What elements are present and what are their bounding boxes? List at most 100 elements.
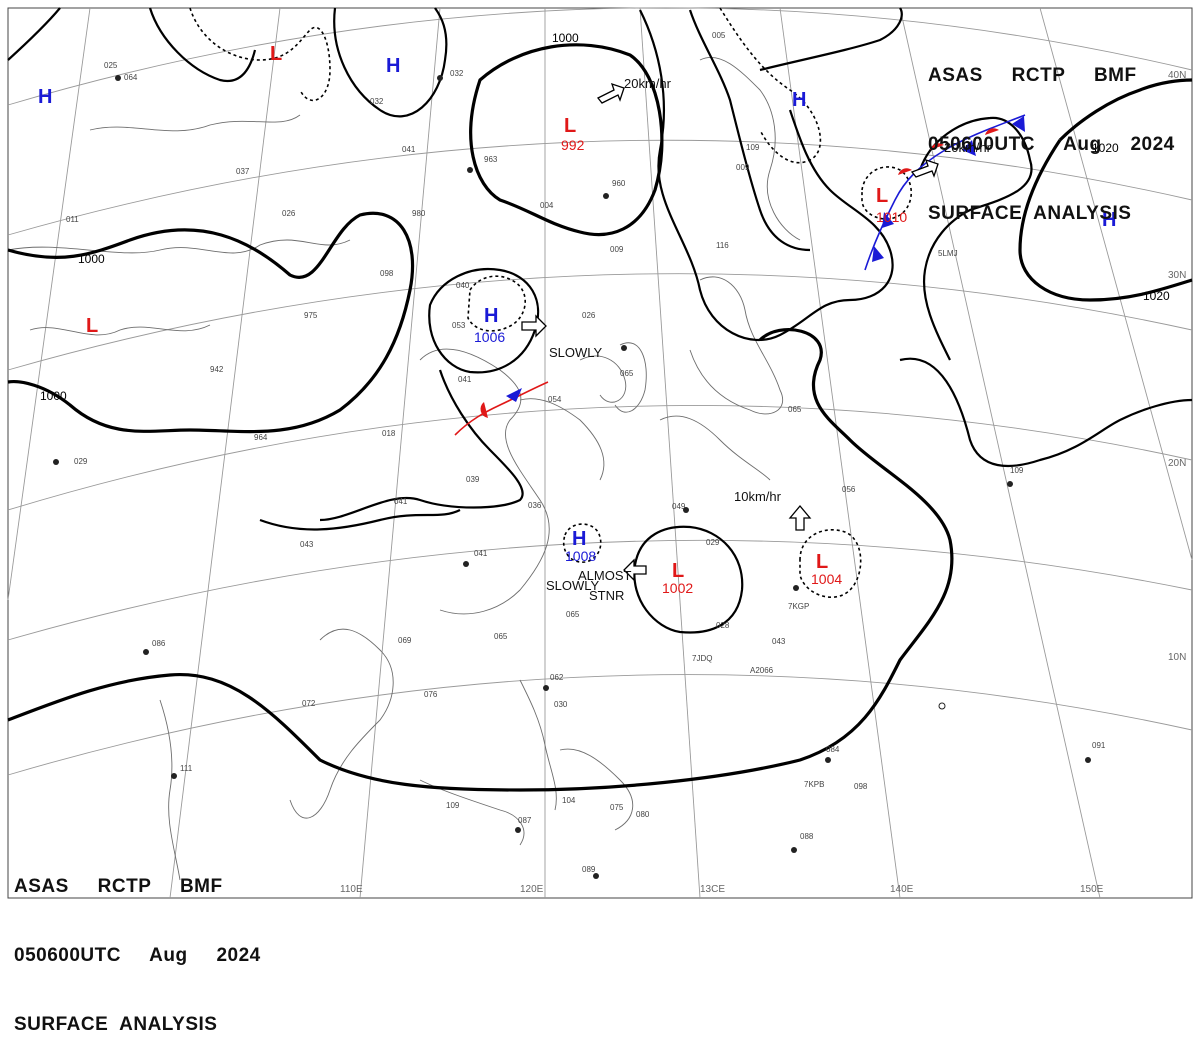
motion-arrows — [521, 82, 939, 582]
motion-label: 20km/hr — [624, 76, 672, 91]
front-line-west — [454, 381, 549, 436]
station-value: 039 — [466, 475, 480, 484]
station-value: 087 — [518, 816, 532, 825]
station-value: 065 — [566, 610, 580, 619]
station-value: 041 — [474, 549, 488, 558]
center-value: 1006 — [474, 329, 505, 345]
station-value: 053 — [452, 321, 466, 330]
header-line-source: ASAS RCTP BMF — [14, 876, 223, 897]
motion-label: SLOWLY — [549, 345, 603, 360]
station-value: 065 — [788, 405, 802, 414]
station-value: 026 — [282, 209, 296, 218]
station-value: 942 — [210, 365, 224, 374]
center-value: 992 — [561, 137, 585, 153]
isobar-labels: 1000 1000 1000 1020 1020 — [40, 31, 1170, 403]
motion-label: ALMOST — [578, 568, 632, 583]
station-value: 7KPB — [804, 780, 824, 789]
station-value: 043 — [772, 637, 786, 646]
coastlines — [7, 56, 801, 881]
station-value: 056 — [842, 485, 856, 494]
station-value: 109 — [746, 143, 760, 152]
isobar-label: 1020 — [1092, 141, 1119, 155]
station-value: 041 — [394, 497, 408, 506]
motion-label: STNR — [589, 588, 624, 603]
isobars — [7, 7, 1193, 792]
lon-label-110e: 110E — [340, 884, 363, 895]
station-value: 7JDQ — [692, 654, 712, 663]
center-letter: L — [564, 115, 576, 137]
station-value: 086 — [152, 639, 166, 648]
center-value: 1008 — [565, 548, 596, 564]
station-value: 7KGP — [788, 602, 809, 611]
header-top-right: ASAS RCTP BMF 050600UTC Aug 2024 SURFACE… — [928, 18, 1175, 248]
station-value: 032 — [370, 97, 384, 106]
latitude-lines — [7, 7, 1193, 776]
lon-label-130e: 13CE — [700, 884, 725, 895]
center-letter: H — [792, 89, 806, 111]
station-value: 005 — [712, 31, 726, 40]
cold-front-triangle — [962, 140, 976, 156]
center-letter: H — [38, 86, 52, 108]
cold-front-triangle — [1012, 116, 1025, 132]
station-value: 964 — [254, 433, 268, 442]
station-value: 064 — [124, 73, 138, 82]
station-value: 026 — [582, 311, 596, 320]
center-letter: H — [484, 305, 498, 327]
center-letter: H — [386, 55, 400, 77]
map-frame — [7, 7, 1193, 899]
station-value: 009 — [610, 245, 624, 254]
isobar-label: 1000 — [40, 389, 67, 403]
isobar-label: 1000 — [78, 252, 105, 266]
warm-front-semicircle — [898, 168, 912, 175]
motion-labels: 20km/hr SLOWLY 20km/hr 10km/hr SLOWLY AL… — [546, 76, 992, 603]
station-markers — [53, 75, 1091, 879]
header-line-title: SURFACE ANALYSIS — [928, 203, 1132, 224]
station-value: 049 — [672, 502, 686, 511]
station-value: 116 — [716, 241, 729, 250]
station-value: 011 — [66, 215, 79, 224]
station-value: 076 — [424, 690, 438, 699]
lon-label-120e: 120E — [520, 884, 544, 895]
station-value: 036 — [528, 501, 542, 510]
station-value: 072 — [302, 699, 316, 708]
lat-label-20n: 20N — [1168, 458, 1186, 469]
station-value: 975 — [304, 311, 318, 320]
station-value: 018 — [382, 429, 396, 438]
header-line-time: 050600UTC Aug 2024 — [14, 945, 261, 966]
station-value: 111 — [180, 764, 193, 773]
station-value: 032 — [450, 69, 464, 78]
longitude-lines — [7, 7, 1193, 899]
station-value: 065 — [494, 632, 508, 641]
station-value: 037 — [236, 167, 250, 176]
cold-front-triangle — [506, 388, 522, 402]
station-value: 104 — [562, 796, 576, 805]
warm-front-semicircle — [930, 143, 944, 150]
header-line-title: SURFACE ANALYSIS — [14, 1014, 218, 1035]
station-value: 043 — [300, 540, 314, 549]
isobar-1000-west — [7, 211, 415, 434]
isobar-1000-low — [469, 43, 664, 237]
center-letter: L — [816, 551, 828, 573]
center-letter: H — [572, 528, 586, 550]
station-value: 004 — [540, 201, 554, 210]
station-value: 109 — [446, 801, 460, 810]
header-bottom-left: ASAS RCTP BMF 050600UTC Aug 2024 SURFACE… — [14, 829, 261, 1059]
isobar-1020-north — [1058, 78, 1193, 142]
station-value: 041 — [402, 145, 416, 154]
station-value: 009 — [736, 163, 750, 172]
station-value: 098 — [854, 782, 868, 791]
cold-front-triangle — [872, 246, 884, 262]
pressure-centers: H L H H L 992 H L H 1006 L 1010 H 1008 L… — [38, 43, 1116, 596]
station-value: 5LMJ — [938, 249, 958, 258]
station-value: 963 — [484, 155, 498, 164]
isobar-label: 1000 — [552, 31, 579, 45]
isobar-label: 1020 — [1143, 289, 1170, 303]
lat-label-10n: 10N — [1168, 652, 1186, 663]
station-value: 088 — [800, 832, 814, 841]
center-value: 1004 — [811, 571, 842, 587]
lon-label-150e: 150E — [1080, 884, 1104, 895]
header-line-time: 050600UTC Aug 2024 — [928, 134, 1175, 155]
station-value: 089 — [582, 865, 596, 874]
station-value: 029 — [74, 457, 88, 466]
center-letter: L — [86, 315, 98, 337]
